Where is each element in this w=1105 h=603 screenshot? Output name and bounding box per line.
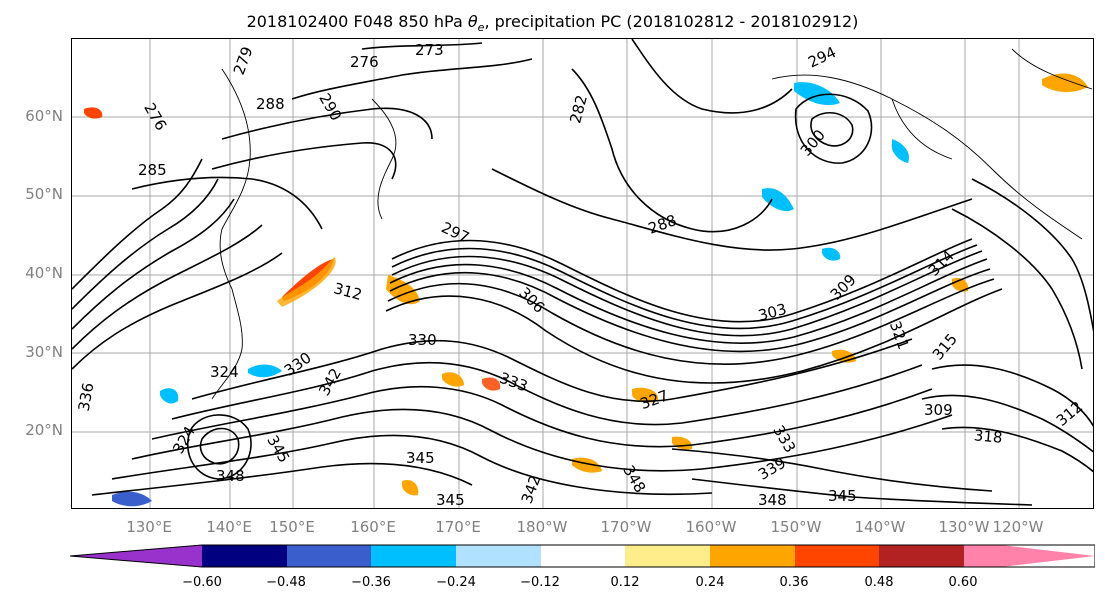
colorbar-segments: [70, 545, 1095, 567]
contour-label: 348: [619, 462, 649, 496]
contour-label: 318: [973, 426, 1003, 446]
colorbar-bin: [625, 545, 710, 567]
contour-label: 315: [929, 330, 961, 364]
contour-label: 288: [256, 95, 285, 113]
contour-label: 309: [924, 401, 953, 419]
contour-label: 303: [756, 300, 788, 325]
contour-label: 290: [315, 90, 345, 124]
lon-label-160e: 160°E: [350, 518, 396, 536]
precipitation-shading: [84, 73, 1088, 507]
lon-label-160w: 160°W: [685, 518, 737, 536]
contour-label: 345: [436, 491, 465, 509]
lat-label-60n: 60°N: [25, 107, 63, 125]
contour-label: 333: [497, 369, 530, 396]
coastlines: [211, 48, 1093, 400]
colorbar-tick: −0.60: [182, 575, 222, 590]
colorbar-tick: −0.12: [520, 575, 560, 590]
lon-label-140e: 140°E: [206, 518, 252, 536]
contour-label: 273: [415, 41, 444, 59]
colorbar-bin: [287, 545, 371, 567]
lat-label-30n: 30°N: [25, 343, 63, 361]
lon-label-170w: 170°W: [600, 518, 652, 536]
lon-label-150w: 150°W: [770, 518, 822, 536]
contour-label: 324: [169, 423, 199, 457]
colorbar-tick: 0.24: [695, 575, 725, 590]
contour-label: 345: [406, 449, 435, 467]
lon-label-140w: 140°W: [854, 518, 906, 536]
colorbar-bin: [795, 545, 879, 567]
lat-label-40n: 40°N: [25, 264, 63, 282]
lat-label-20n: 20°N: [25, 421, 63, 439]
contour-label: 342: [518, 473, 545, 506]
contour-label: 324: [210, 363, 239, 381]
colorbar: [70, 544, 1095, 568]
lon-label-120w: 120°W: [992, 518, 1044, 536]
colorbar-bin: [456, 545, 541, 567]
colorbar-bin: [964, 545, 1095, 567]
contour-label: 336: [75, 381, 98, 412]
contour-label: 282: [566, 93, 591, 125]
theta-e-contours: [72, 39, 1093, 506]
colorbar-tick: −0.48: [266, 575, 306, 590]
colorbar-tick: 0.12: [610, 575, 640, 590]
map-title: 2018102400 F048 850 hPa θe, precipitatio…: [246, 12, 859, 35]
map-canvas: 273 276 279 276 288 290 282 294 300 285 …: [72, 39, 1093, 509]
colorbar-tick: 0.36: [779, 575, 809, 590]
colorbar-bin: [710, 545, 795, 567]
lon-label-130w: 130°W: [938, 518, 990, 536]
map-panel[interactable]: 273 276 279 276 288 290 282 294 300 285 …: [71, 38, 1094, 509]
contour-label: 288: [646, 211, 679, 238]
contour-label: 345: [828, 487, 857, 505]
lat-label-50n: 50°N: [25, 185, 63, 203]
contour-label: 342: [315, 365, 345, 399]
lon-label-170e: 170°E: [435, 518, 481, 536]
colorbar-bin: [371, 545, 456, 567]
colorbar-bin: [541, 545, 625, 567]
colorbar-tick: −0.36: [351, 575, 391, 590]
colorbar-tick: 0.60: [948, 575, 978, 590]
contour-label: 330: [408, 331, 437, 349]
colorbar-bin: [70, 545, 202, 567]
contour-label: 333: [769, 422, 799, 456]
contour-label: 312: [1053, 398, 1087, 430]
contour-label: 348: [216, 467, 245, 485]
contour-label: 348: [758, 491, 787, 509]
contour-label: 276: [350, 53, 379, 71]
colorbar-tick: 0.48: [864, 575, 894, 590]
lon-label-150e: 150°E: [269, 518, 315, 536]
contour-label: 312: [332, 279, 364, 304]
colorbar-bin: [879, 545, 964, 567]
contour-label: 345: [263, 432, 293, 466]
contour-label: 279: [230, 44, 257, 77]
contour-label: 285: [138, 161, 167, 179]
colorbar-tick: −0.24: [436, 575, 476, 590]
lon-label-180w: 180°W: [516, 518, 568, 536]
contour-label: 300: [797, 126, 829, 160]
lon-label-130e: 130°E: [126, 518, 172, 536]
contour-label: 294: [805, 43, 839, 71]
colorbar-bin: [202, 545, 287, 567]
